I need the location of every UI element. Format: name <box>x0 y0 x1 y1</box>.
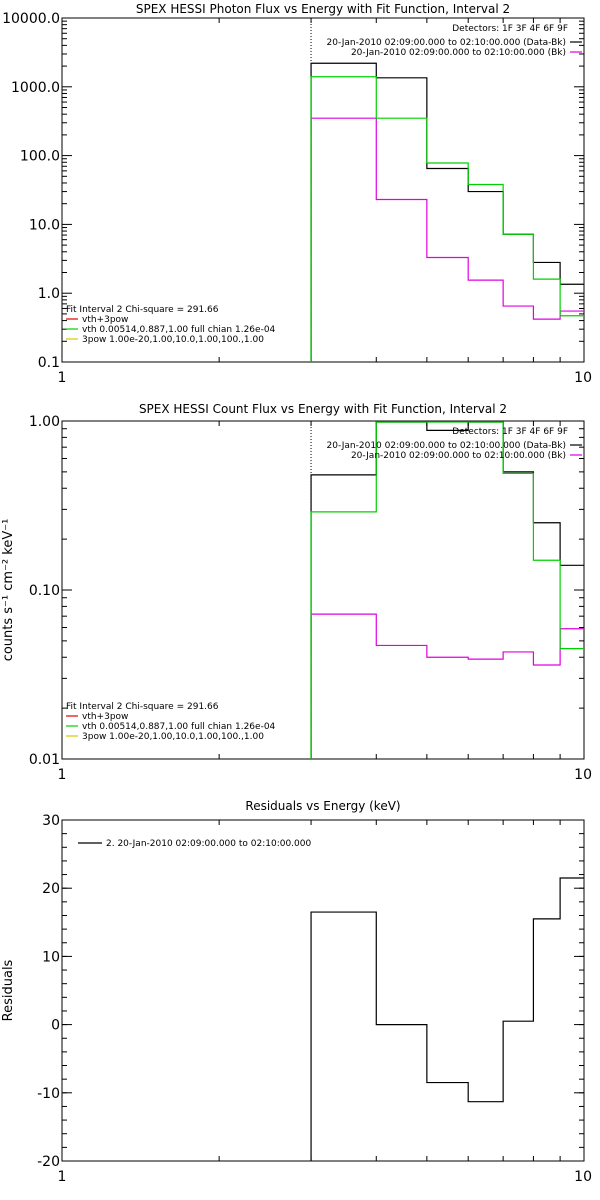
series-3 <box>310 421 584 759</box>
y-tick-label: 0.01 <box>29 752 60 768</box>
series-3 <box>310 76 584 362</box>
series-2 <box>310 613 584 759</box>
y-tick-label: 10.0 <box>29 217 60 233</box>
series-2 <box>310 117 584 362</box>
series-line <box>310 421 584 759</box>
y-tick-label: 0.1 <box>38 355 60 371</box>
chart-title: SPEX HESSI Count Flux vs Energy with Fit… <box>139 402 507 416</box>
x-tick-label: 1 <box>58 767 67 783</box>
series-line <box>310 117 584 362</box>
series-1 <box>310 421 584 759</box>
series-line <box>310 613 584 759</box>
x-tick-label: 10 <box>574 1169 592 1185</box>
y-tick-label: 10 <box>42 949 60 965</box>
legend-item-label: 20-Jan-2010 02:09:00.000 to 02:10:00.000… <box>327 38 566 48</box>
series-line <box>310 62 584 362</box>
chart-panel-1: SPEX HESSI Photon Flux vs Energy with Fi… <box>2 2 592 386</box>
x-tick-label: 10 <box>574 767 592 783</box>
y-tick-label: 10000.0 <box>2 11 60 27</box>
x-tick-label: 1 <box>58 1169 67 1185</box>
series-line <box>310 421 584 759</box>
legend-item-label: vth 0.00514,0.887,1.00 full chian 1.26e-… <box>82 325 276 335</box>
legend-item-label: vth 0.00514,0.887,1.00 full chian 1.26e-… <box>82 722 276 732</box>
y-axis-label: Residuals <box>1 959 16 1021</box>
y-tick-label: 0 <box>51 1018 60 1034</box>
y-tick-label: -10 <box>37 1086 60 1102</box>
y-tick-label: -20 <box>37 1154 60 1170</box>
legend-item-label: vth+3pow <box>82 712 128 722</box>
series-1 <box>310 877 584 1161</box>
legend-item-label: 2. 20-Jan-2010 02:09:00.000 to 02:10:00.… <box>106 839 311 849</box>
legend-item-label: vth+3pow <box>82 315 128 325</box>
y-axis-label: counts s⁻¹ cm⁻² keV⁻¹ <box>1 519 16 662</box>
legend-item-label: 20-Jan-2010 02:09:00.000 to 02:10:00.000… <box>327 441 566 451</box>
plot-frame <box>61 819 585 1162</box>
x-tick-label: 10 <box>574 370 592 386</box>
y-tick-label: 1.00 <box>29 414 60 430</box>
legend-detectors: Detectors: 1F 3F 4F 6F 9F <box>452 24 568 34</box>
legend-fit-heading: Fit Interval 2 Chi-square = 291.66 <box>66 702 219 712</box>
chart-panel-2: SPEX HESSI Count Flux vs Energy with Fit… <box>1 402 592 783</box>
series-line <box>310 877 584 1161</box>
y-tick-label: 20 <box>42 881 60 897</box>
legend-item-label: 20-Jan-2010 02:09:00.000 to 02:10:00.000… <box>351 48 566 58</box>
y-tick-label: 100.0 <box>20 149 60 165</box>
chart-panel-3: Residuals vs Energy (keV) Residuals 1 10 -20… <box>1 799 592 1185</box>
chart-title: SPEX HESSI Photon Flux vs Energy with Fi… <box>136 2 510 16</box>
legend-item-label: 3pow 1.00e-20,1.00,10.0,1.00,100.,1.00 <box>82 732 264 742</box>
legend-detectors: Detectors: 1F 3F 4F 6F 9F <box>452 427 568 437</box>
x-tick-label: 1 <box>58 370 67 386</box>
plot-frame <box>61 17 585 363</box>
legend-fit-heading: Fit Interval 2 Chi-square = 291.66 <box>66 305 219 315</box>
legend-item-label: 20-Jan-2010 02:09:00.000 to 02:10:00.000… <box>351 451 566 461</box>
series-1 <box>310 62 584 362</box>
y-tick-label: 30 <box>42 813 60 829</box>
chart-title: Residuals vs Energy (keV) <box>245 799 400 813</box>
y-tick-label: 1000.0 <box>11 80 60 96</box>
legend-item-label: 3pow 1.00e-20,1.00,10.0,1.00,100.,1.00 <box>82 335 264 345</box>
series-line <box>310 76 584 362</box>
y-tick-label: 1.0 <box>38 286 60 302</box>
y-tick-label: 0.10 <box>29 583 60 599</box>
